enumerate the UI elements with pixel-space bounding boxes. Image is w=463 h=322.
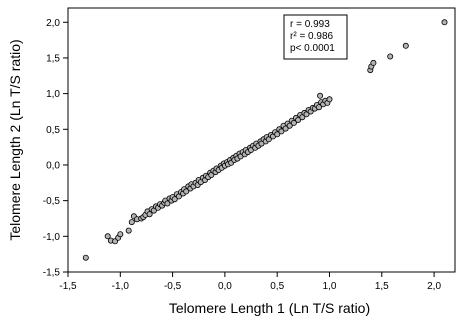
data-point [317,92,324,99]
x-tick-label: -0,5 [164,281,182,292]
y-axis-title: Telomere Length 2 (Ln T/S ratio) [7,39,23,240]
plot-border [67,7,456,273]
y-tick-label: 0,5 [46,125,60,136]
data-point [402,42,409,49]
data-point [441,19,448,26]
stats-p-value: p< 0.0001 [290,43,335,54]
stats-box-border [283,14,348,60]
y-tick-label: -0,5 [43,196,61,207]
data-point [387,53,394,60]
x-tick-label: -1,5 [59,281,77,292]
stats-correlation: r = 0.993 [290,19,330,30]
stats-annotation: r = 0.993 r² = 0.986 p< 0.0001 [283,14,348,60]
data-point [326,96,333,103]
data-point [82,254,89,261]
y-tick-label: 2,0 [46,18,60,29]
data-point [164,200,171,207]
data-point [282,125,289,132]
data-points [82,19,448,261]
x-axis-ticks: -1,5 -1,0 -0,5 0,0 0,5 1,0 1,5 2,0 [59,272,441,292]
y-axis-ticks: -1,5 -1,0 -0,5 0,0 0,5 1,0 1,5 2,0 [43,18,68,279]
stats-r-squared: r² = 0.986 [290,31,334,42]
data-point [295,117,302,124]
x-tick-label: 1,0 [323,281,337,292]
data-point [370,59,377,66]
data-point [125,227,132,234]
y-tick-label: -1,5 [43,268,61,279]
data-point [315,104,322,111]
data-point [128,219,135,226]
plot-area [67,7,456,273]
y-tick-label: 1,0 [46,89,60,100]
data-point [290,119,297,126]
y-tick-label: 1,5 [46,53,60,64]
data-point [104,233,111,240]
x-tick-label: 1,5 [375,281,389,292]
x-tick-label: 2,0 [427,281,441,292]
data-point [183,188,190,195]
x-tick-label: 0,0 [218,281,232,292]
data-point [146,211,153,218]
data-point [117,231,124,238]
x-axis-title: Telomere Length 1 (Ln T/S ratio) [169,300,370,316]
y-tick-label: -1,0 [43,232,61,243]
data-point [171,196,178,203]
data-point [274,131,281,138]
x-tick-label: -1,0 [112,281,130,292]
x-tick-label: 0,5 [270,281,284,292]
data-point [278,128,285,135]
y-tick-label: 0,0 [46,160,60,171]
data-point [286,122,293,129]
